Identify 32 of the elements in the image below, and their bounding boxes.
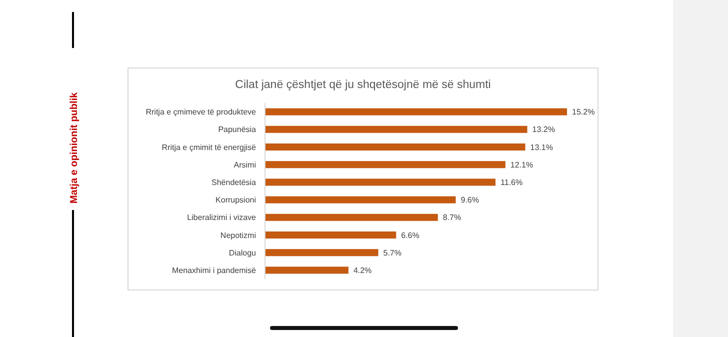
y-tick-label: Korrupsioni bbox=[216, 196, 256, 205]
data-label: 13.1% bbox=[530, 142, 553, 152]
bar bbox=[265, 108, 567, 116]
bar bbox=[265, 196, 456, 204]
y-tick-label: Rritja e çmimeve të produkteve bbox=[146, 108, 257, 117]
y-tick-label: Rritja e çmimit të energjisë bbox=[162, 142, 257, 152]
bar bbox=[265, 161, 506, 168]
y-tick-label: Shëndetësia bbox=[212, 178, 257, 187]
y-tick-label: Arsimi bbox=[234, 160, 256, 170]
data-label: 15.2% bbox=[572, 108, 595, 117]
bar bbox=[265, 266, 348, 274]
y-tick-label: Liberalizimi i vizave bbox=[187, 213, 257, 222]
bar bbox=[265, 231, 396, 239]
data-label: 5.7% bbox=[383, 248, 402, 258]
data-label: 4.2% bbox=[353, 266, 372, 275]
data-label: 6.6% bbox=[401, 230, 420, 240]
y-tick-label: Nepotizmi bbox=[220, 230, 256, 240]
y-tick-label: Menaxhimi i pandemisë bbox=[172, 266, 257, 275]
data-label: 12.1% bbox=[510, 160, 534, 170]
data-label: 11.6% bbox=[500, 178, 523, 187]
text: Matja e opinionit publik bbox=[69, 92, 80, 204]
bar bbox=[265, 214, 438, 221]
data-label: 13.2% bbox=[532, 125, 555, 134]
bar bbox=[265, 178, 496, 186]
y-tick-label: Dialogu bbox=[228, 248, 256, 258]
data-label: 8.7% bbox=[442, 213, 462, 222]
bar bbox=[265, 126, 528, 133]
chart-title: Cilat janë çështjet që ju shqetësojnë më së shumti bbox=[235, 79, 491, 91]
bar bbox=[265, 249, 378, 256]
data-label: 9.6% bbox=[460, 196, 479, 205]
y-tick-label: Papunësia bbox=[218, 125, 257, 134]
bar bbox=[265, 143, 526, 151]
